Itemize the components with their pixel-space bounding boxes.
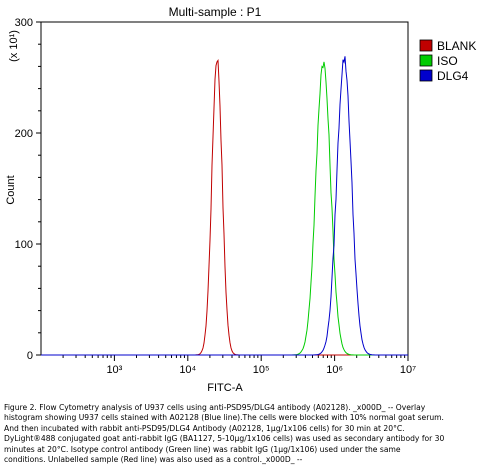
legend-swatch [419, 54, 433, 67]
y-tick-label: 100 [15, 239, 33, 251]
x-tick-label: 10⁵ [253, 364, 270, 376]
legend-label: ISO [437, 54, 458, 68]
caption-line: histogram showing U937 cells stained wit… [4, 413, 444, 423]
caption-line: And then incubated with rabbit anti-PSD9… [4, 423, 405, 433]
y-axis-label: Count [5, 175, 17, 204]
figure-caption: Figure 2. Flow Cytometry analysis of U93… [4, 403, 492, 465]
x-tick-label: 10⁴ [179, 364, 196, 376]
y-tick-label: 0 [27, 350, 33, 362]
x-tick-label: 10⁷ [400, 364, 416, 376]
caption-line: minutes at 20°C. Isotype control antibod… [4, 444, 401, 454]
legend-swatch [419, 69, 433, 82]
legend-label: DLG4 [437, 69, 469, 83]
caption-line: DyLight®488 conjugated goat anti-rabbit … [4, 434, 445, 444]
series-line [41, 56, 408, 356]
plot-layer: 0 100 200 300 10³ 10⁴ 10⁵ 10⁶ 10⁷ [15, 17, 416, 376]
y-tick-label: 300 [15, 17, 33, 29]
caption-line: conditions. Unlabelled sample (Red line)… [4, 455, 303, 465]
chart-title: Multi-sample : P1 [169, 5, 262, 19]
x-tick-label: 10⁶ [326, 364, 343, 376]
flow-cytometry-histogram: Multi-sample : P1 (x 10¹) Count FITC-A 0… [5, 5, 476, 394]
legend-label: BLANK [437, 39, 476, 53]
x-tick-label: 10³ [106, 364, 122, 376]
plot-frame [40, 21, 409, 356]
y-tick-label: 200 [15, 128, 33, 140]
x-axis-label: FITC-A [207, 382, 243, 394]
caption-line: Figure 2. Flow Cytometry analysis of U93… [4, 403, 426, 412]
legend-swatch [419, 39, 433, 52]
y-multiplier-label: (x 10¹) [8, 30, 20, 62]
